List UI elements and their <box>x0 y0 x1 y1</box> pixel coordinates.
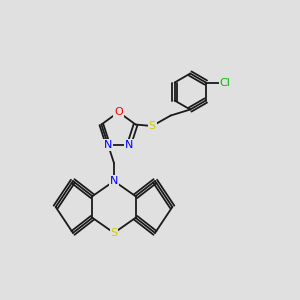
Text: N: N <box>110 176 118 186</box>
Text: N: N <box>125 140 133 150</box>
Text: N: N <box>104 140 112 150</box>
Text: Cl: Cl <box>220 77 231 88</box>
Text: O: O <box>114 107 123 117</box>
Text: S: S <box>148 121 156 131</box>
Text: S: S <box>110 228 118 238</box>
